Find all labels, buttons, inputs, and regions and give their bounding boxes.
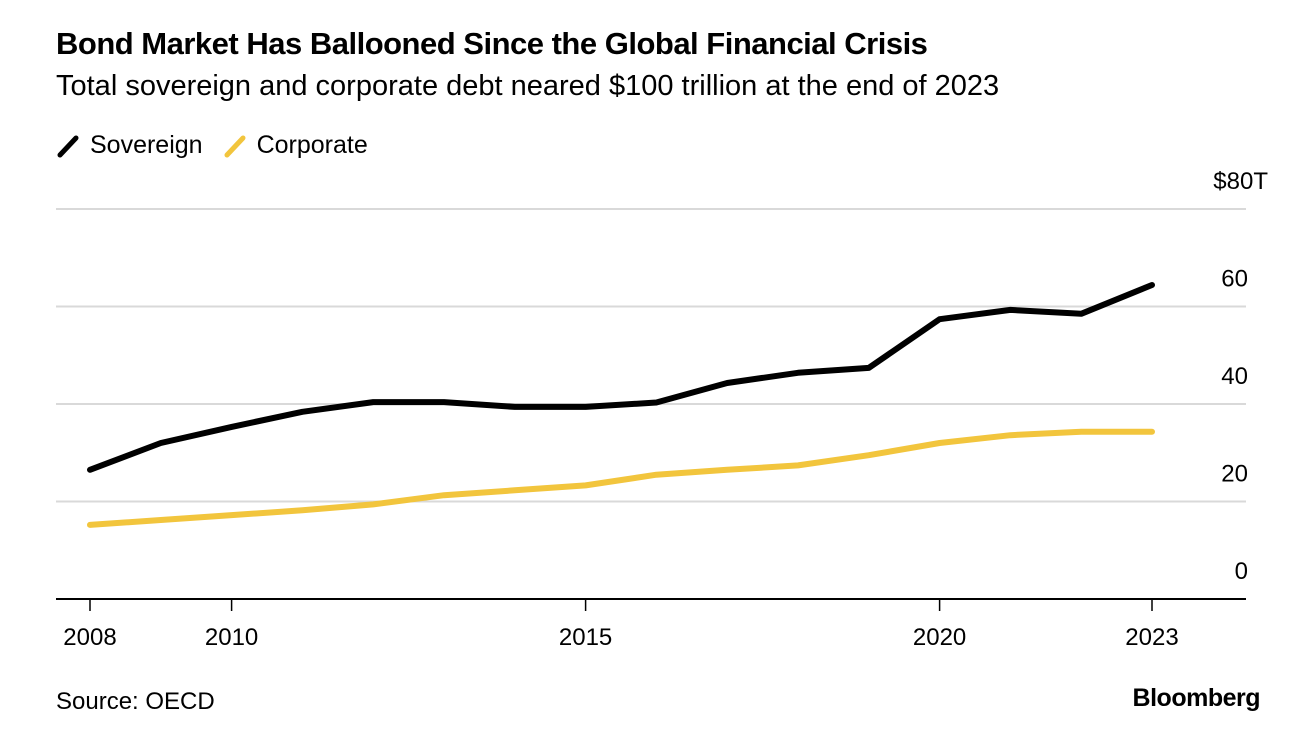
bloomberg-logo: Bloomberg bbox=[1132, 684, 1261, 712]
y-tick-label: 20 bbox=[1221, 461, 1248, 488]
y-tick-label: 40 bbox=[1221, 363, 1248, 390]
y-axis-labels: 0 20 40 60 $80T bbox=[1213, 168, 1268, 585]
x-tick-label: 2008 bbox=[63, 624, 116, 651]
legend-label-corporate: Corporate bbox=[256, 131, 368, 159]
legend-item-corporate: Corporate bbox=[223, 131, 368, 160]
y-tick-label: 0 bbox=[1235, 558, 1248, 585]
legend: Sovereign Corporate bbox=[56, 131, 388, 160]
x-tick-label: 2020 bbox=[913, 624, 966, 651]
x-axis: 2008 2010 2015 2020 2023 bbox=[56, 598, 1246, 651]
x-tick-label: 2023 bbox=[1125, 624, 1178, 651]
chart-subtitle: Total sovereign and corporate debt neare… bbox=[56, 70, 1000, 102]
legend-label-sovereign: Sovereign bbox=[90, 131, 203, 159]
legend-swatch-corporate bbox=[224, 135, 246, 157]
y-tick-label: 60 bbox=[1221, 266, 1248, 293]
x-tick-label: 2015 bbox=[559, 624, 612, 651]
series-line-corporate bbox=[87, 428, 1155, 528]
y-tick-label: $80T bbox=[1213, 168, 1268, 195]
legend-swatch-sovereign bbox=[57, 135, 79, 157]
series-line-sovereign bbox=[87, 282, 1155, 473]
x-tick-label: 2010 bbox=[205, 624, 258, 651]
source-note: Source: OECD bbox=[56, 688, 215, 715]
legend-item-sovereign: Sovereign bbox=[56, 131, 203, 160]
series-lines bbox=[87, 282, 1155, 528]
chart-title: Bond Market Has Ballooned Since the Glob… bbox=[56, 26, 928, 61]
gridlines bbox=[56, 208, 1246, 503]
